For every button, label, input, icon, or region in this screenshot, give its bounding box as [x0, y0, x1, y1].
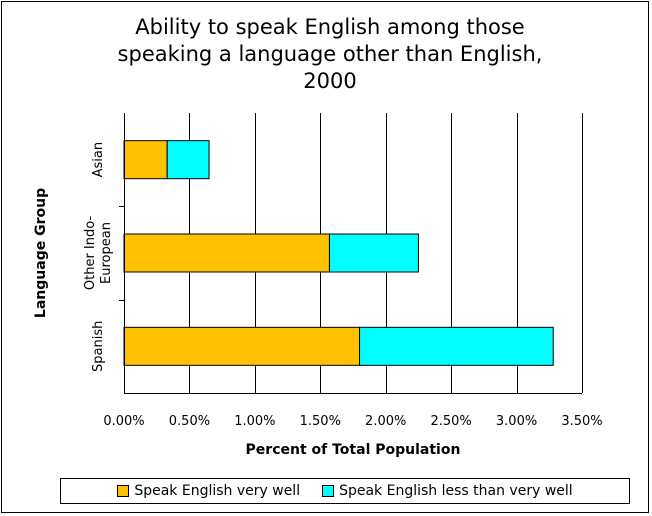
y-tick-label-line: Other Indo-	[83, 216, 98, 291]
bar-asian-series-0	[123, 140, 168, 180]
axes	[119, 113, 582, 394]
legend-swatch-less-than-very-well	[322, 485, 335, 497]
bar-spanish-series-0	[123, 326, 361, 366]
y-tick-label: Spanish	[91, 321, 106, 372]
y-axis-title: Language Group	[33, 188, 49, 318]
x-tick-label: 3.00%	[496, 414, 537, 429]
legend-swatch-very-well	[117, 485, 130, 497]
legend-label-very-well: Speak English very well	[134, 483, 301, 499]
x-tick-label: 0.00%	[103, 414, 144, 429]
x-tick-label: 3.50%	[561, 414, 602, 429]
y-tick-label: Other Indo-European	[83, 216, 114, 291]
bar-other-indo-european-series-1	[328, 233, 419, 273]
x-tick-label: 1.50%	[300, 414, 341, 429]
chart-title-line-2: speaking a language other than English,	[117, 42, 543, 66]
chart-title: Ability to speak English among those spe…	[40, 14, 620, 95]
bars	[123, 140, 554, 366]
y-tick-labels: Asian Other Indo-European Spanish	[83, 142, 114, 372]
x-tick-label: 0.50%	[169, 414, 210, 429]
bar-other-indo-european-series-0	[123, 233, 330, 273]
legend: Speak English very well Speak English le…	[60, 478, 630, 504]
bar-asian-series-1	[166, 140, 210, 180]
y-tick-label-line: Spanish	[91, 321, 106, 372]
legend-item-less-than-very-well: Speak English less than very well	[322, 483, 573, 499]
chart-title-line-3: 2000	[303, 69, 357, 93]
legend-item-very-well: Speak English very well	[117, 483, 300, 499]
x-tick-label: 2.50%	[430, 414, 471, 429]
x-axis-title: Percent of Total Population	[246, 442, 461, 458]
x-tick-label: 2.00%	[365, 414, 406, 429]
y-tick-label-line: European	[99, 222, 114, 284]
chart-title-line-1: Ability to speak English among those	[135, 15, 525, 39]
x-tick-labels: 0.00% 0.50% 1.00% 1.50% 2.00% 2.50% 3.00% 3.50%	[103, 414, 602, 429]
bar-spanish-series-1	[359, 326, 554, 366]
x-tick-label: 1.00%	[234, 414, 275, 429]
legend-label-less-than-very-well: Speak English less than very well	[339, 483, 573, 499]
y-tick-label: Asian	[91, 142, 106, 177]
y-tick-label-line: Asian	[91, 142, 106, 177]
